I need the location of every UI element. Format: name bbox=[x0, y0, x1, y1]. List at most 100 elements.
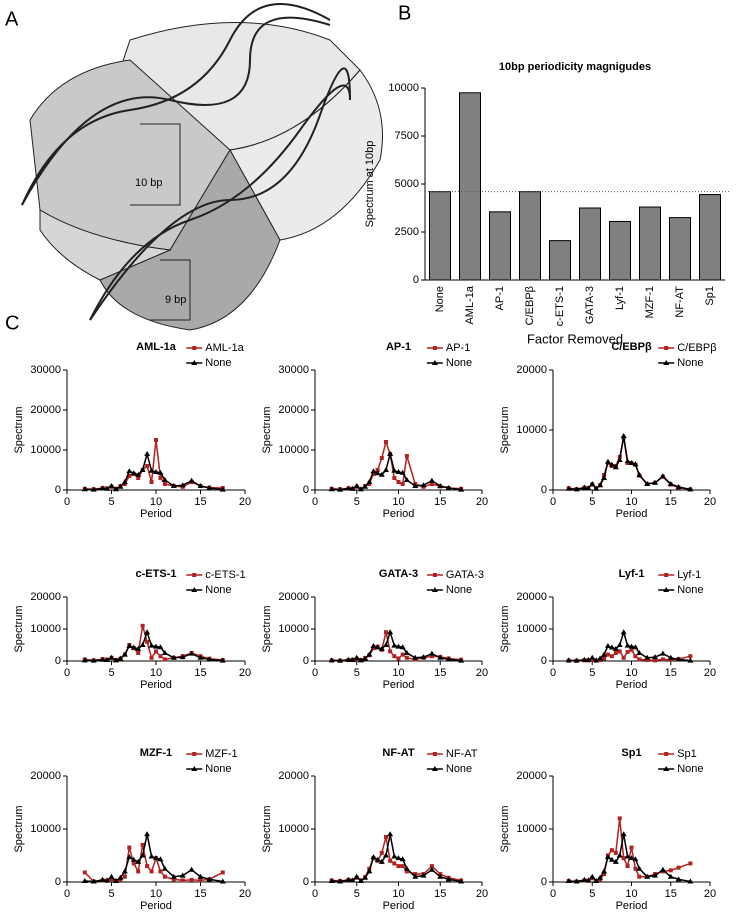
marker bbox=[617, 816, 622, 821]
marker bbox=[153, 469, 159, 474]
marker bbox=[400, 652, 405, 657]
bar bbox=[549, 240, 571, 281]
marker bbox=[382, 852, 389, 858]
x-tick-label: 15 bbox=[194, 496, 206, 508]
legend-marker bbox=[192, 752, 197, 756]
marker bbox=[219, 486, 226, 492]
marker bbox=[395, 469, 402, 474]
marker bbox=[616, 642, 623, 647]
marker bbox=[632, 856, 639, 862]
marker bbox=[687, 878, 694, 884]
marker bbox=[688, 654, 693, 659]
x-tick-label: 5 bbox=[108, 496, 114, 508]
marker bbox=[206, 656, 213, 662]
marker bbox=[602, 656, 607, 661]
marker bbox=[81, 657, 88, 663]
marker bbox=[345, 485, 352, 491]
bar bbox=[579, 207, 601, 281]
marker bbox=[675, 656, 682, 662]
marker bbox=[653, 658, 658, 663]
marker bbox=[616, 852, 623, 858]
marker bbox=[161, 477, 168, 482]
marker bbox=[387, 629, 394, 635]
marker bbox=[370, 854, 377, 860]
marker bbox=[597, 482, 604, 488]
chart-title: AML-1a bbox=[136, 341, 177, 353]
y-tick-label: 0 bbox=[303, 484, 309, 496]
x-axis-label: Period bbox=[616, 679, 648, 691]
marker bbox=[667, 481, 674, 486]
marker bbox=[206, 485, 213, 490]
marker bbox=[127, 474, 132, 478]
marker bbox=[392, 476, 397, 480]
y-tick-label: 20000 bbox=[516, 364, 547, 376]
marker bbox=[149, 655, 154, 660]
marker bbox=[644, 654, 651, 660]
legend-label: None bbox=[677, 584, 703, 596]
marker bbox=[609, 654, 614, 659]
marker bbox=[437, 873, 444, 879]
marker bbox=[112, 486, 119, 492]
marker bbox=[189, 877, 194, 882]
marker bbox=[605, 652, 610, 657]
x-tick-label: 20 bbox=[476, 888, 488, 900]
bar bbox=[609, 220, 631, 281]
x-tick-label: C/EBPβ bbox=[524, 286, 536, 325]
legend-marker bbox=[664, 752, 669, 756]
marker bbox=[328, 877, 335, 883]
marker bbox=[437, 654, 444, 660]
marker bbox=[399, 469, 406, 475]
marker bbox=[82, 870, 87, 875]
x-tick-label: 20 bbox=[239, 667, 251, 679]
y-tick-label: 0 bbox=[303, 876, 309, 888]
x-tick-label: 5 bbox=[354, 496, 360, 508]
y-tick-label: 20000 bbox=[278, 591, 309, 603]
marker bbox=[388, 649, 393, 654]
marker bbox=[130, 856, 137, 862]
marker bbox=[620, 433, 627, 438]
marker bbox=[392, 861, 397, 866]
marker bbox=[179, 872, 186, 878]
marker bbox=[458, 486, 465, 492]
marker bbox=[109, 877, 114, 882]
x-tick-label: 0 bbox=[550, 888, 556, 900]
marker bbox=[382, 467, 389, 472]
marker bbox=[374, 644, 381, 650]
series-line bbox=[331, 439, 462, 491]
marker bbox=[608, 461, 615, 467]
marker bbox=[117, 874, 124, 880]
legend-marker bbox=[431, 360, 438, 365]
y-tick-label: 0 bbox=[541, 655, 547, 667]
marker bbox=[161, 650, 168, 655]
marker bbox=[412, 873, 419, 879]
marker bbox=[149, 869, 154, 874]
marker bbox=[90, 486, 97, 492]
marker bbox=[585, 657, 592, 663]
marker bbox=[632, 461, 639, 467]
marker bbox=[144, 451, 151, 456]
y-axis-label: Spectrum bbox=[13, 406, 25, 453]
x-tick-label: 20 bbox=[704, 496, 716, 508]
marker bbox=[644, 481, 651, 486]
y-axis-label: Spectrum bbox=[261, 406, 273, 453]
x-tick-label: 0 bbox=[312, 667, 318, 679]
marker bbox=[636, 865, 643, 871]
chart-title: NF-AT bbox=[382, 747, 414, 759]
marker bbox=[108, 483, 115, 488]
marker bbox=[112, 877, 119, 883]
marker bbox=[403, 477, 410, 482]
x-tick-label: 15 bbox=[665, 496, 677, 508]
marker bbox=[135, 858, 142, 864]
y-tick-label: 20000 bbox=[30, 770, 61, 782]
legend-label: None bbox=[205, 763, 231, 775]
marker bbox=[429, 864, 434, 869]
x-tick-label: 0 bbox=[312, 496, 318, 508]
marker bbox=[362, 483, 369, 489]
marker bbox=[139, 642, 146, 647]
marker bbox=[371, 472, 376, 476]
x-tick-label: NF-AT bbox=[674, 286, 686, 318]
y-tick-label: 10000 bbox=[388, 82, 419, 94]
marker bbox=[400, 482, 405, 486]
marker bbox=[188, 866, 195, 872]
